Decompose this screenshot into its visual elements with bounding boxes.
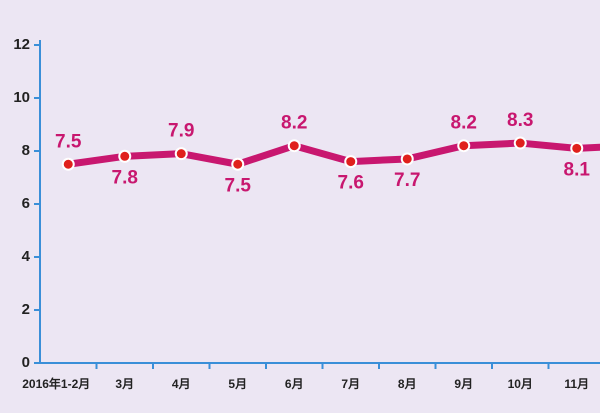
data-label: 7.5	[55, 131, 82, 152]
y-tick-label: 12	[13, 36, 30, 53]
point	[344, 155, 358, 169]
data-label: 8.1	[564, 159, 591, 180]
point	[513, 136, 527, 150]
y-tick-label: 2	[22, 301, 30, 318]
x-tick-label: 8月	[398, 377, 417, 391]
data-label: 8.3	[507, 110, 533, 131]
y-tick-label: 8	[22, 142, 30, 159]
x-tick-label: 5月	[228, 377, 247, 391]
data-label: 7.6	[338, 173, 364, 194]
x-tick-label: 10月	[508, 377, 533, 391]
x-tick-label: 3月	[115, 377, 134, 391]
point	[174, 147, 188, 161]
x-tick-label: 4月	[172, 377, 191, 391]
data-label: 7.9	[168, 121, 194, 142]
y-tick-label: 10	[13, 89, 30, 106]
data-label: 7.7	[394, 170, 420, 191]
x-tick-label: 7月	[341, 377, 360, 391]
y-tick-label: 0	[22, 354, 30, 371]
data-label: 8.2	[451, 113, 477, 134]
x-tick-label: 11月	[564, 377, 589, 391]
point	[457, 139, 471, 153]
y-tick-label: 6	[22, 195, 30, 212]
point	[287, 139, 301, 153]
data-label: 7.8	[112, 167, 138, 188]
x-tick-label: 9月	[454, 377, 473, 391]
point	[231, 157, 245, 171]
point	[400, 152, 414, 166]
y-tick-label: 4	[22, 248, 31, 265]
point	[61, 157, 75, 171]
point	[118, 149, 132, 163]
data-label: 8.2	[281, 113, 307, 134]
x-tick-label: 6月	[285, 377, 304, 391]
x-tick-label: 2016年1-2月	[22, 376, 90, 391]
data-label: 7.5	[225, 175, 252, 196]
point	[570, 141, 584, 155]
